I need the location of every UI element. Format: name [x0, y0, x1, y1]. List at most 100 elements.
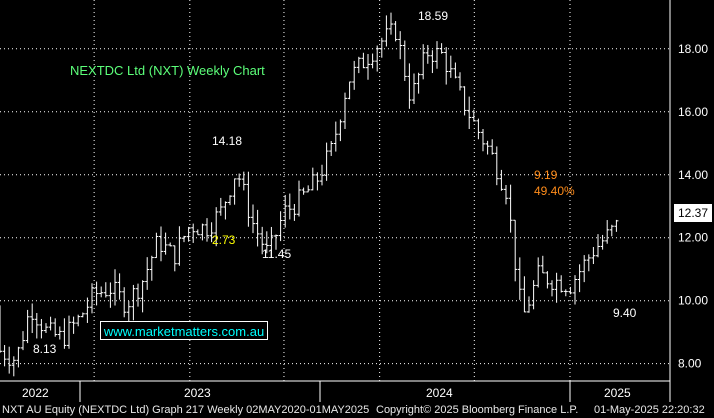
price-bar [108, 282, 113, 308]
price-bars [0, 12, 619, 377]
price-bar [85, 297, 90, 323]
price-bar [301, 187, 306, 195]
price-bar [53, 318, 58, 337]
price-bar [600, 234, 605, 250]
footer-bar: NXT AU Equity (NEXTDC Ltd) Graph 217 Wee… [0, 402, 714, 418]
price-bar [122, 287, 127, 318]
x-tick-label: 2023 [184, 386, 211, 400]
price-bar [490, 139, 495, 155]
x-tick-label: 2022 [22, 386, 49, 400]
price-bar [154, 232, 159, 259]
price-bar [163, 232, 168, 255]
price-bar [384, 15, 389, 47]
price-bar [200, 223, 205, 241]
annotation-low-2022: 8.13 [33, 342, 57, 356]
y-tick-label: 12.00 [678, 231, 708, 245]
price-bar [508, 184, 513, 233]
y-tick-label: 16.00 [678, 105, 708, 119]
price-bar [21, 331, 25, 351]
price-bar [550, 280, 554, 297]
annotation-high-2024: 18.59 [418, 9, 449, 23]
price-bar [177, 226, 182, 266]
price-bar [481, 128, 485, 152]
x-axis-labels: 2022 2023 2024 2025 [22, 381, 631, 402]
last-price-badge: 12.37 [674, 204, 712, 222]
price-bar [274, 234, 278, 250]
price-bar [444, 47, 449, 85]
price-bar [605, 220, 610, 244]
price-bar [186, 226, 191, 242]
annotation-drop-percent: 49.40% [534, 184, 575, 198]
price-bar [591, 247, 596, 265]
price-bar [90, 283, 94, 314]
website-label: www.marketmatters.com.au [100, 321, 268, 340]
price-bar [499, 169, 504, 191]
price-bar [614, 219, 619, 232]
annotation-low-2025: 9.40 [613, 306, 637, 320]
price-bar [462, 86, 467, 116]
price-bar [237, 173, 242, 187]
price-bar [172, 245, 177, 272]
footer-security: NXT AU Equity (NEXTDC Ltd) Graph 217 Wee… [2, 404, 370, 416]
price-bar [205, 218, 209, 242]
annotation-drop-amount: 9.19 [534, 168, 558, 182]
price-bar [568, 286, 573, 295]
price-bar [379, 37, 384, 58]
price-bar [545, 271, 550, 289]
price-bar [448, 55, 453, 78]
price-bar [2, 345, 7, 367]
price-bar [11, 356, 16, 377]
price-bar [439, 43, 444, 54]
price-bar [577, 264, 582, 293]
price-bar [375, 45, 380, 72]
price-bar [315, 172, 320, 191]
price-bar [149, 255, 154, 281]
price-bar [402, 40, 407, 81]
price-bar [559, 275, 564, 293]
price-bar [99, 286, 104, 298]
price-bar [246, 171, 251, 227]
price-bar [269, 226, 274, 258]
price-bar [232, 178, 237, 205]
price-bar [412, 73, 416, 104]
price-bar [338, 119, 343, 142]
price-bar [103, 282, 108, 298]
price-bar [145, 257, 150, 290]
price-bar [195, 229, 200, 236]
price-bar [131, 284, 136, 321]
price-bar [278, 211, 283, 242]
price-bar [140, 280, 145, 313]
price-bar [136, 283, 140, 307]
x-tick-label: 2024 [426, 386, 453, 400]
price-bar [16, 346, 21, 368]
price-bar [34, 312, 39, 339]
price-bar [361, 52, 366, 69]
price-bar [398, 31, 403, 60]
price-bar [228, 195, 232, 206]
price-bar [453, 62, 458, 79]
y-tick-label: 18.00 [678, 42, 708, 56]
price-bar [536, 257, 541, 288]
price-bar [297, 180, 301, 217]
price-bar [218, 197, 223, 216]
price-bar [430, 50, 435, 74]
price-bar [209, 222, 214, 243]
footer-copyright: Copyright© 2025 Bloomberg Finance L.P. [376, 404, 579, 416]
price-bar [310, 167, 315, 191]
price-bar [0, 305, 2, 353]
price-bar [30, 303, 35, 334]
price-bar [94, 281, 99, 306]
price-bar [168, 242, 173, 247]
price-bar [62, 318, 67, 349]
price-bar [223, 201, 228, 220]
price-bar [609, 224, 614, 237]
price-bar [67, 315, 71, 349]
price-bar [582, 255, 587, 283]
price-bar [71, 316, 76, 334]
price-bar [586, 254, 591, 272]
price-bar [320, 164, 324, 186]
price-bar [159, 226, 163, 262]
price-bar [57, 326, 62, 340]
price-bar [113, 269, 117, 306]
price-bar [117, 273, 122, 300]
